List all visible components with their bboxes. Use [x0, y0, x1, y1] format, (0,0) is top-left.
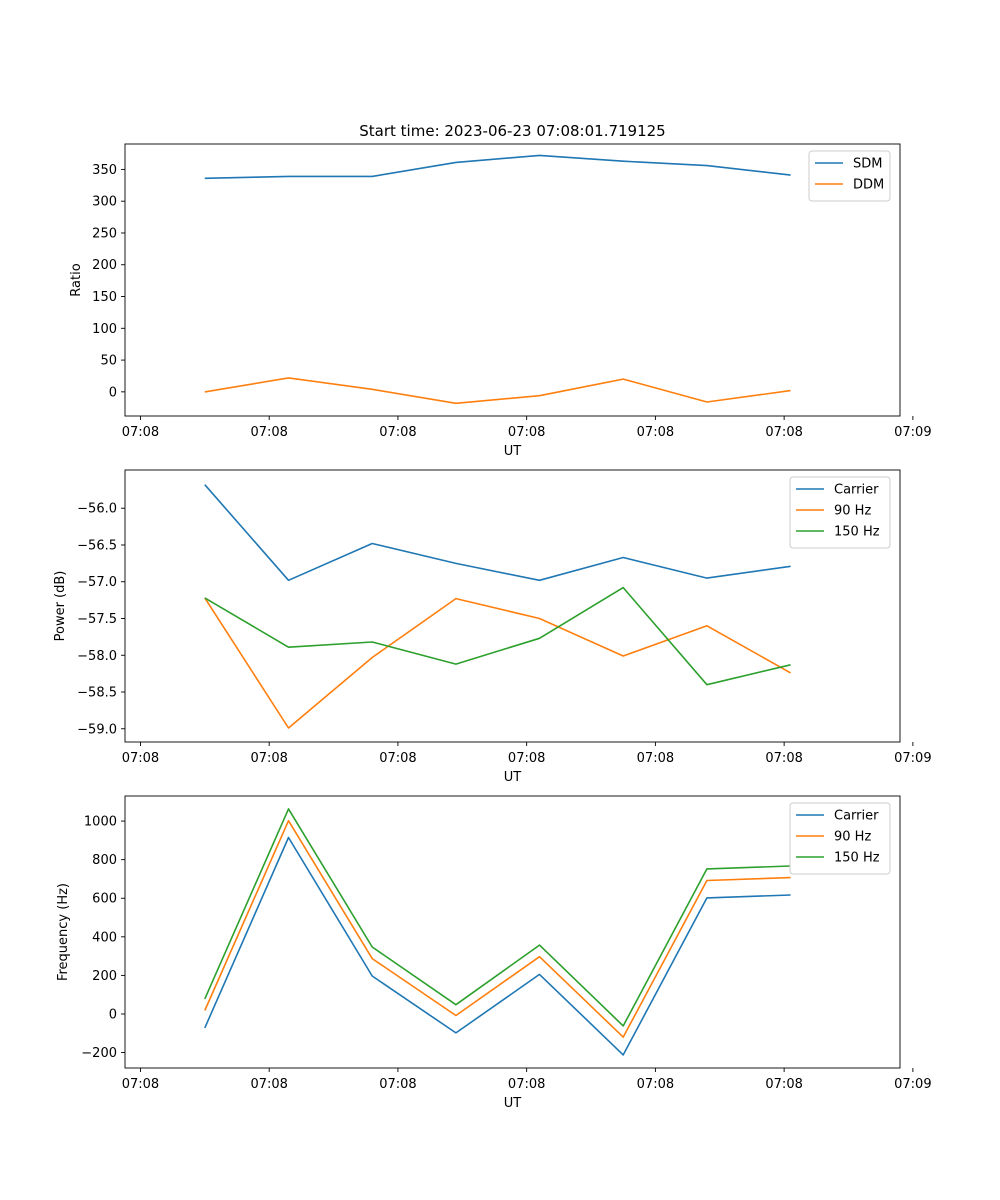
x-tick-label: 07:08 [250, 425, 287, 440]
legend-label-carrier: Carrier [834, 483, 879, 498]
axes-frame-power [124, 469, 901, 743]
y-tick-label: −200 [81, 1046, 117, 1061]
x-tick-label: 07:08 [122, 425, 159, 440]
y-tick-label: 200 [92, 969, 117, 984]
series-line-90-hz-power [204, 597, 791, 729]
legend-label-carrier: Carrier [834, 809, 879, 824]
series-line-150-hz-power [204, 586, 791, 686]
x-axis-label: UT [504, 444, 522, 459]
x-tick-label: 07:08 [250, 1077, 287, 1092]
y-axis-label: Frequency (Hz) [56, 883, 71, 981]
legend-ratio: SDM DDM [808, 150, 891, 202]
series-line-150-hz-frequency [204, 808, 791, 1027]
legend-power: Carrier 90 Hz 150 Hz [789, 476, 891, 549]
y-tick-label: 400 [92, 930, 117, 945]
y-tick-label: 1000 [84, 815, 117, 830]
legend-label-150-hz: 150 Hz [834, 525, 880, 540]
series-line-carrier-power [204, 484, 791, 582]
legend-label-150-hz: 150 Hz [834, 851, 880, 866]
y-tick-label: 50 [100, 354, 117, 369]
x-axis-label: UT [504, 1096, 522, 1111]
legend-label-90-hz: 90 Hz [834, 504, 871, 519]
y-tick-label: 100 [92, 322, 117, 337]
x-tick-label: 07:08 [379, 1077, 416, 1092]
y-tick-label: 250 [92, 226, 117, 241]
legend-label-90-hz: 90 Hz [834, 830, 871, 845]
y-tick-label: 150 [92, 290, 117, 305]
x-tick-label: 07:08 [250, 751, 287, 766]
y-tick-label: −56.0 [77, 502, 117, 517]
panel-frequency: 07:08 07:08 07:08 07:08 07:08 07:08 07:09 −200 0… [56, 795, 932, 1111]
y-tick-label: −58.0 [77, 649, 117, 664]
x-tick-label: 07:08 [637, 425, 674, 440]
x-tick-label: 07:08 [122, 751, 159, 766]
x-tick-label: 07:08 [508, 1077, 545, 1092]
series-line-90-hz-frequency [204, 819, 791, 1038]
y-tick-label: −57.5 [77, 612, 117, 627]
y-tick-label: −56.5 [77, 538, 117, 553]
x-tick-label: 07:09 [894, 1077, 931, 1092]
series-line-ddm-ratio [204, 377, 791, 405]
panel-power: 07:08 07:08 07:08 07:08 07:08 07:08 07:09 −59.0… [53, 469, 932, 785]
x-tick-label: 07:08 [379, 425, 416, 440]
y-tick-label: 300 [92, 195, 117, 210]
series-line-sdm-ratio [204, 154, 791, 180]
legend-frequency: Carrier 90 Hz 150 Hz [789, 802, 891, 875]
x-tick-label: 07:09 [894, 751, 931, 766]
x-tick-label: 07:09 [894, 425, 931, 440]
y-tick-label: −58.5 [77, 686, 117, 701]
x-tick-label: 07:08 [765, 751, 802, 766]
x-tick-label: 07:08 [508, 751, 545, 766]
figure-title: Start time: 2023-06-23 07:08:01.719125 [359, 122, 665, 140]
x-tick-label: 07:08 [637, 751, 674, 766]
axes-frame-ratio [124, 143, 901, 417]
x-tick-label: 07:08 [765, 1077, 802, 1092]
x-tick-label: 07:08 [122, 1077, 159, 1092]
y-tick-label: 0 [109, 385, 117, 400]
x-tick-label: 07:08 [765, 425, 802, 440]
y-tick-label: 600 [92, 892, 117, 907]
axes-frame-frequency [124, 795, 901, 1069]
y-tick-label: 200 [92, 258, 117, 273]
legend-label-sdm: SDM [853, 157, 882, 172]
y-tick-label: −57.0 [77, 575, 117, 590]
x-tick-label: 07:08 [508, 425, 545, 440]
legend-label-ddm: DDM [853, 178, 884, 193]
x-tick-label: 07:08 [379, 751, 416, 766]
x-axis-label: UT [504, 770, 522, 785]
y-axis-label: Power (dB) [53, 571, 68, 642]
y-tick-label: 800 [92, 853, 117, 868]
series-line-carrier-frequency [204, 836, 791, 1056]
y-tick-label: 0 [109, 1007, 117, 1022]
y-tick-label: 350 [92, 163, 117, 178]
panel-ratio: 07:08 07:08 07:08 07:08 07:08 07:08 07:09 0 50 10… [69, 143, 932, 459]
y-axis-label: Ratio [69, 263, 84, 296]
y-tick-label: −59.0 [77, 722, 117, 737]
x-tick-label: 07:08 [637, 1077, 674, 1092]
